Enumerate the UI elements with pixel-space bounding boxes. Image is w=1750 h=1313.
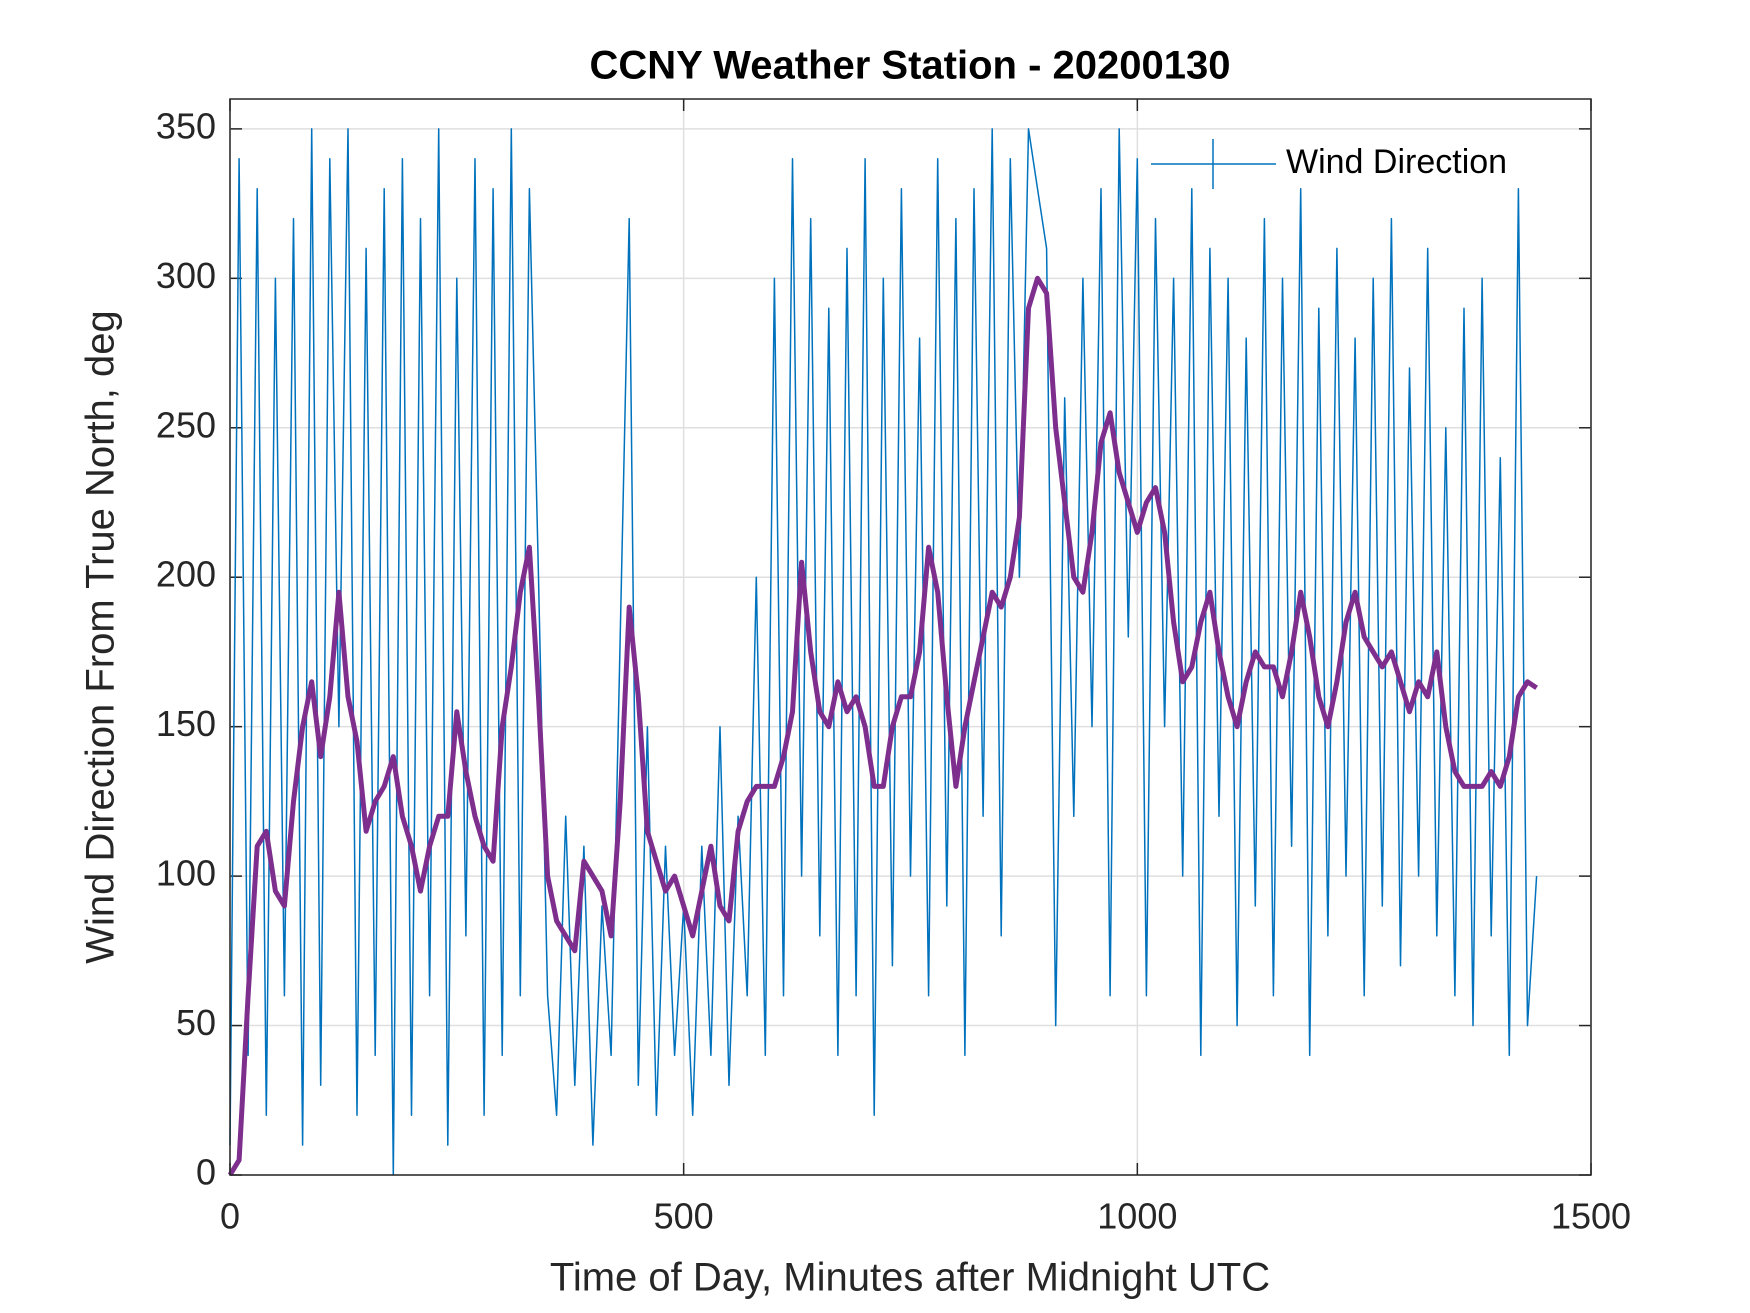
y-tick-label: 100 [156,853,216,894]
axes-box [229,98,1592,1176]
chart-title: CCNY Weather Station - 20200130 [590,44,1231,88]
x-axis-label: Time of Day, Minutes after Midnight UTC [550,1256,1270,1300]
plot-area [230,99,1591,1175]
y-axis-label: Wind Direction From True North, deg [79,310,123,964]
y-tick-label: 200 [156,554,216,595]
y-tick-label: 350 [156,105,216,146]
y-tick-label: 150 [156,703,216,744]
series-line [227,275,1538,1177]
x-tick-label: 1500 [1551,1196,1631,1237]
legend-label: Wind Direction [1286,143,1507,181]
y-tick-label: 300 [156,255,216,296]
x-tick-label: 500 [654,1196,714,1237]
y-tick-label: 250 [156,404,216,445]
series-line [229,128,1538,1176]
x-tick-label: 1000 [1097,1196,1177,1237]
y-tick-label: 50 [176,1002,216,1043]
y-tick-label: 0 [196,1152,216,1193]
x-tick-label: 0 [220,1196,240,1237]
